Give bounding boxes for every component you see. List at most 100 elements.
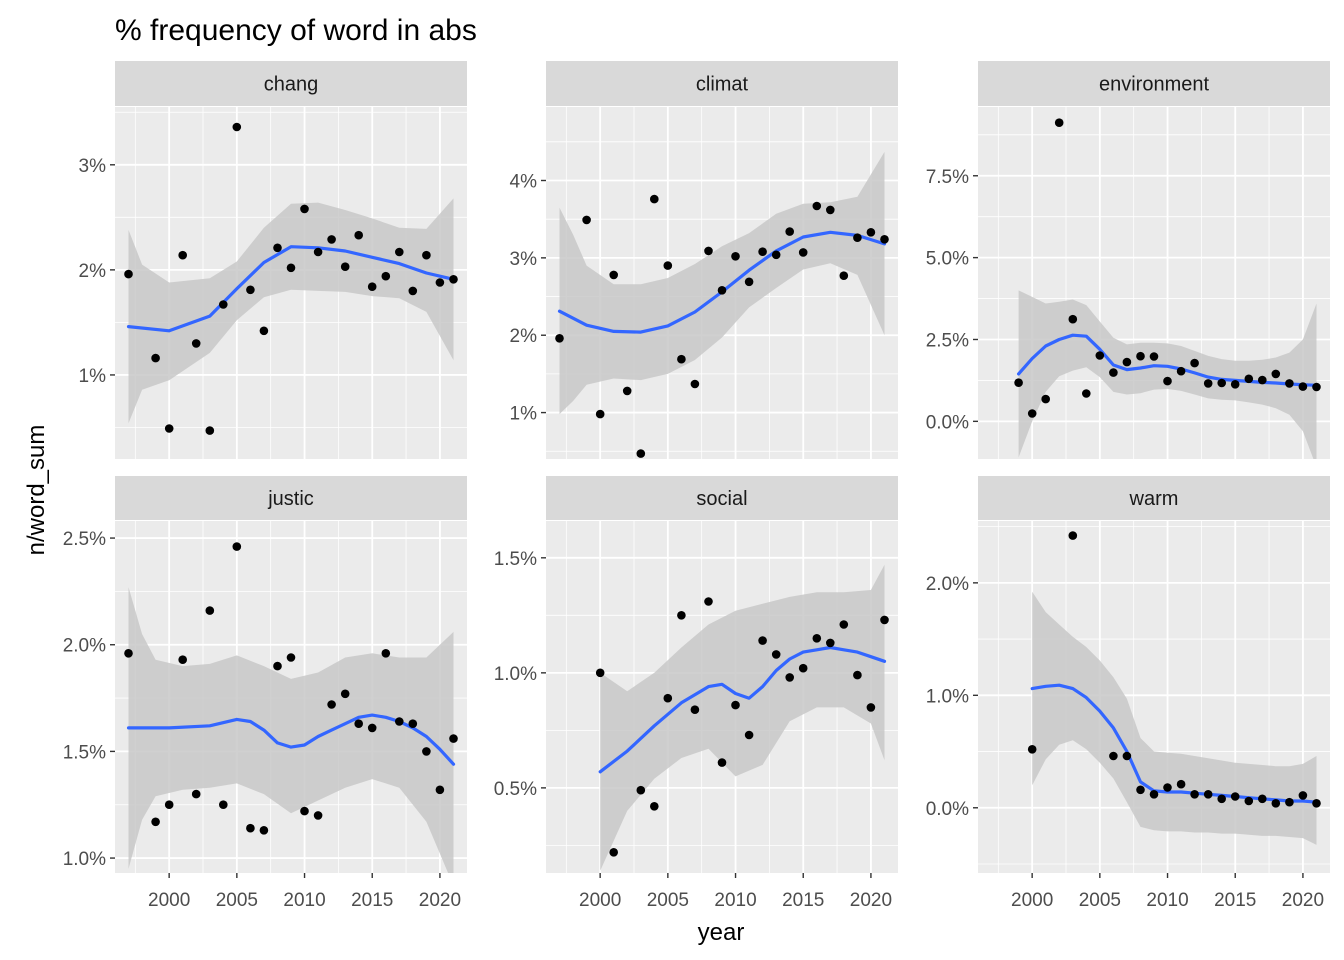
data-point: [853, 233, 862, 242]
data-point: [219, 300, 228, 309]
data-point: [1176, 366, 1186, 376]
data-point: [340, 262, 350, 272]
data-point: [1203, 790, 1213, 799]
data-point: [422, 250, 431, 260]
data-point: [449, 734, 458, 743]
panel-data-layer: [1027, 531, 1321, 845]
data-point: [205, 606, 215, 615]
data-point: [785, 227, 794, 236]
y-tick-label: 3%: [510, 249, 538, 270]
data-point: [771, 650, 781, 659]
data-point: [1082, 389, 1091, 398]
facet-chang: chang 1% 2% 3%: [79, 61, 467, 459]
confidence-band: [1018, 290, 1317, 459]
chart-title: % frequency of word in abs: [115, 14, 477, 47]
y-tick-label: 4%: [510, 171, 538, 192]
facet-strip-label: climat: [696, 74, 749, 96]
data-point: [744, 730, 754, 740]
facet-strip: [978, 61, 1330, 106]
data-point: [1271, 369, 1281, 379]
data-point: [151, 817, 160, 827]
data-point: [704, 597, 713, 606]
data-point: [1190, 358, 1199, 368]
data-point: [164, 800, 174, 809]
x-tick-label: 2015: [351, 890, 393, 911]
data-point: [704, 246, 713, 256]
data-point: [408, 286, 418, 296]
data-point: [124, 269, 133, 279]
y-tick-label: 1%: [79, 366, 107, 387]
data-point: [219, 800, 228, 809]
data-point: [1122, 751, 1132, 761]
smooth-line: [1017, 333, 1319, 387]
data-point: [1217, 794, 1226, 804]
data-point: [395, 247, 404, 257]
y-tick-label: 1.5%: [494, 549, 537, 570]
confidence-band: [128, 198, 454, 424]
y-tick-label: 2%: [510, 326, 538, 347]
facet-warm: warm 0.0% 1.0% 2.0% 2000 2005 2010 2015 2020: [926, 476, 1330, 911]
data-point: [555, 334, 564, 343]
data-point: [273, 661, 282, 671]
data-point: [758, 247, 767, 256]
data-point: [1217, 378, 1226, 388]
panel-data-layer: [124, 122, 458, 435]
y-tick-label: 2.5%: [926, 330, 969, 351]
data-point: [1149, 352, 1159, 361]
data-point: [1109, 751, 1118, 761]
data-point: [273, 243, 282, 253]
data-point: [246, 285, 255, 295]
data-point: [785, 673, 794, 682]
y-tick-label: 3%: [79, 156, 107, 177]
data-point: [622, 386, 632, 396]
data-point: [381, 649, 391, 658]
smooth-line: [598, 645, 887, 774]
smooth-line: [126, 245, 456, 333]
y-tick-label: 7.5%: [926, 167, 969, 188]
data-point: [1244, 374, 1254, 384]
data-point: [609, 270, 618, 280]
data-point: [1163, 376, 1172, 386]
data-point: [1109, 368, 1118, 377]
data-point: [327, 235, 336, 244]
data-point: [758, 636, 767, 645]
x-tick-label: 2020: [1282, 890, 1324, 911]
data-point: [880, 235, 889, 244]
x-tick-label: 2010: [714, 890, 756, 911]
data-point: [259, 826, 269, 835]
data-point: [595, 668, 605, 678]
y-tick-label: 0.0%: [926, 799, 969, 820]
facet-strip: [978, 476, 1330, 520]
data-point: [663, 261, 673, 270]
data-point: [367, 282, 377, 292]
panel-data-layer: [124, 542, 458, 873]
data-point: [1285, 379, 1294, 388]
y-tick-label: 2%: [79, 261, 107, 282]
y-tick-label: 1.0%: [494, 664, 537, 685]
data-point: [595, 409, 605, 419]
data-point: [191, 789, 201, 799]
data-point: [880, 615, 889, 625]
data-point: [650, 194, 659, 204]
data-point: [205, 426, 215, 435]
data-point: [1312, 382, 1321, 392]
data-point: [609, 848, 618, 857]
data-point: [677, 354, 686, 364]
data-point: [1190, 790, 1199, 799]
data-point: [367, 723, 377, 733]
data-point: [798, 663, 808, 673]
data-point: [1312, 799, 1321, 808]
data-point: [381, 271, 391, 281]
data-point: [178, 655, 187, 664]
panel-data-layer: [555, 151, 889, 458]
data-point: [340, 689, 350, 699]
data-point: [1136, 351, 1145, 361]
y-tick-label: 0.5%: [494, 779, 537, 800]
data-point: [839, 271, 849, 281]
data-point: [1203, 379, 1213, 388]
data-point: [690, 379, 700, 389]
data-point: [1244, 796, 1254, 806]
data-point: [422, 747, 431, 756]
data-point: [1054, 118, 1064, 127]
facet-grid: chang 1% 2% 3% climat 1% 2% 3% 4% environment 0.0%…: [63, 61, 1330, 911]
